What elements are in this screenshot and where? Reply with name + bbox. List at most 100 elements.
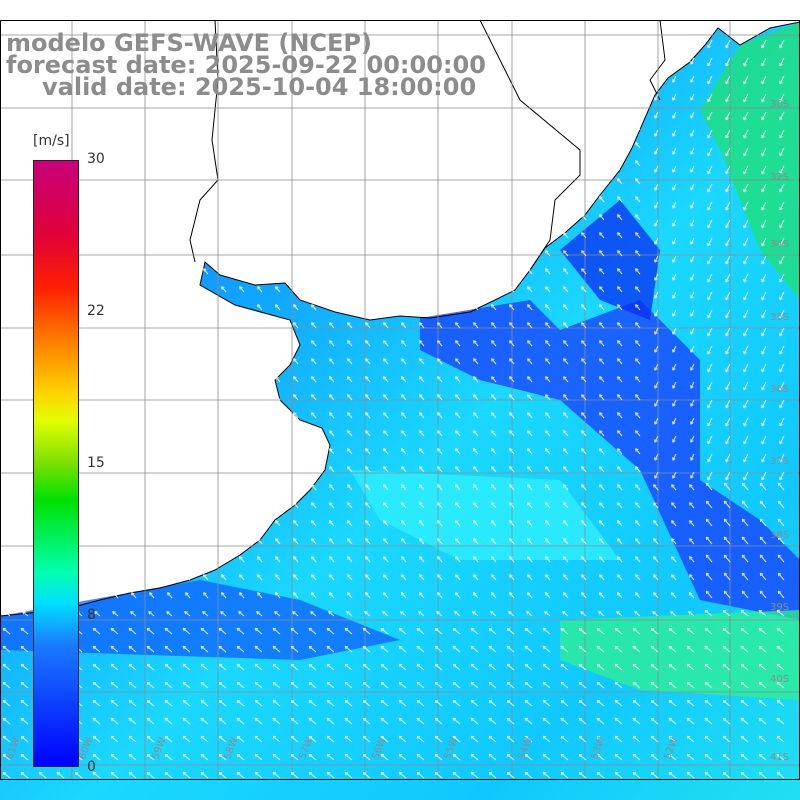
high-wind-patch-ne — [700, 22, 800, 300]
wind-arrow-head — [110, 754, 113, 758]
wind-arrow-head — [416, 718, 419, 722]
wind-arrow — [672, 273, 677, 281]
wind-arrow-head — [599, 196, 601, 200]
wind-arrow-head — [725, 459, 729, 463]
wind-arrow — [293, 574, 299, 581]
wind-arrow — [236, 735, 245, 743]
wind-arrow — [236, 645, 245, 653]
wind-arrow — [599, 268, 605, 275]
wind-arrow-head — [654, 116, 658, 119]
wind-arrow-head — [690, 260, 694, 263]
wind-arrow — [779, 129, 785, 139]
latitude-label: 39S — [770, 602, 789, 613]
wind-arrow-head — [128, 700, 131, 704]
wind-arrow-head — [434, 700, 437, 704]
wind-arrow — [383, 358, 389, 365]
wind-arrow — [740, 627, 749, 635]
wind-arrow — [524, 627, 533, 635]
wind-arrow-head — [725, 441, 729, 445]
wind-arrow — [689, 592, 695, 599]
wind-arrow — [635, 520, 641, 527]
wind-arrow — [110, 627, 119, 635]
wind-arrow — [632, 663, 641, 671]
wind-arrow — [617, 322, 623, 329]
wind-arrow-head — [704, 682, 707, 686]
wind-arrow-head — [672, 296, 676, 299]
wind-arrow — [218, 663, 227, 671]
wind-arrow-head — [329, 376, 331, 380]
wind-arrow-head — [236, 700, 239, 704]
wind-arrow — [509, 322, 515, 329]
wind-arrow-head — [542, 736, 545, 740]
wind-arrow-head — [473, 376, 475, 380]
wind-arrow-head — [563, 502, 565, 506]
wind-arrow-head — [632, 754, 635, 758]
latitude-label: 40S — [770, 674, 789, 685]
wind-arrow — [707, 435, 713, 445]
wind-arrow-head — [776, 754, 779, 758]
wind-arrow — [722, 717, 731, 725]
wind-arrow-head — [686, 682, 689, 686]
wind-arrow — [200, 681, 209, 689]
wind-arrow — [488, 735, 497, 743]
wind-arrow — [581, 592, 587, 599]
wind-arrow — [743, 219, 749, 229]
wind-arrow — [635, 376, 641, 383]
wind-arrow-head — [491, 376, 493, 380]
wind-arrow-head — [401, 484, 403, 488]
wind-arrow — [542, 771, 551, 779]
wind-arrow-head — [545, 430, 547, 434]
wind-arrow-head — [758, 682, 761, 686]
wind-arrow-head — [274, 611, 277, 615]
wind-arrow — [275, 592, 281, 599]
wind-arrow — [635, 286, 641, 293]
wind-arrow — [599, 394, 605, 401]
wind-arrow-head — [581, 340, 583, 344]
wind-arrow — [164, 735, 173, 743]
wind-arrow — [686, 645, 695, 653]
wind-arrow — [218, 645, 227, 653]
wind-arrow — [455, 484, 461, 491]
wind-arrow — [200, 645, 209, 653]
wind-arrow — [20, 717, 29, 725]
wind-arrow-head — [654, 152, 658, 155]
wind-arrow — [761, 309, 767, 319]
wind-arrow-head — [777, 500, 780, 505]
wind-arrow-head — [347, 358, 349, 362]
wind-arrow — [398, 699, 407, 707]
wind-arrow — [690, 237, 695, 245]
wind-arrow-head — [434, 682, 437, 686]
wind-arrow-head — [401, 538, 403, 542]
wind-arrow — [725, 111, 731, 121]
wind-arrow-head — [563, 520, 565, 524]
wind-arrow-head — [635, 304, 637, 308]
wind-arrow-head — [20, 682, 23, 686]
wind-arrow-head — [741, 554, 744, 559]
wind-arrow-head — [200, 628, 203, 632]
wind-arrow — [275, 520, 281, 527]
wind-arrow — [491, 538, 497, 545]
wind-arrow — [777, 536, 785, 545]
wind-arrow — [672, 471, 677, 479]
wind-arrow — [707, 255, 713, 265]
wind-arrow-head — [527, 502, 529, 506]
wind-arrow-head — [743, 189, 747, 193]
wind-arrow — [581, 484, 587, 491]
wind-arrow-head — [635, 574, 637, 578]
wind-arrow — [185, 592, 191, 599]
wind-arrow-head — [779, 207, 783, 211]
wind-arrow — [110, 735, 119, 743]
wind-arrow-head — [455, 394, 457, 398]
wind-arrow-head — [654, 170, 658, 173]
wind-arrow-head — [488, 682, 491, 686]
wind-arrow-head — [672, 314, 676, 317]
wind-arrow — [672, 345, 677, 353]
wind-arrow-head — [329, 448, 331, 452]
wind-arrow-head — [563, 286, 565, 290]
wind-arrow — [92, 717, 101, 725]
wind-arrow-head — [725, 117, 729, 121]
wind-arrow-head — [149, 592, 151, 596]
wind-arrow — [650, 771, 659, 779]
wind-arrow-head — [758, 736, 761, 740]
wind-arrow — [254, 735, 263, 743]
